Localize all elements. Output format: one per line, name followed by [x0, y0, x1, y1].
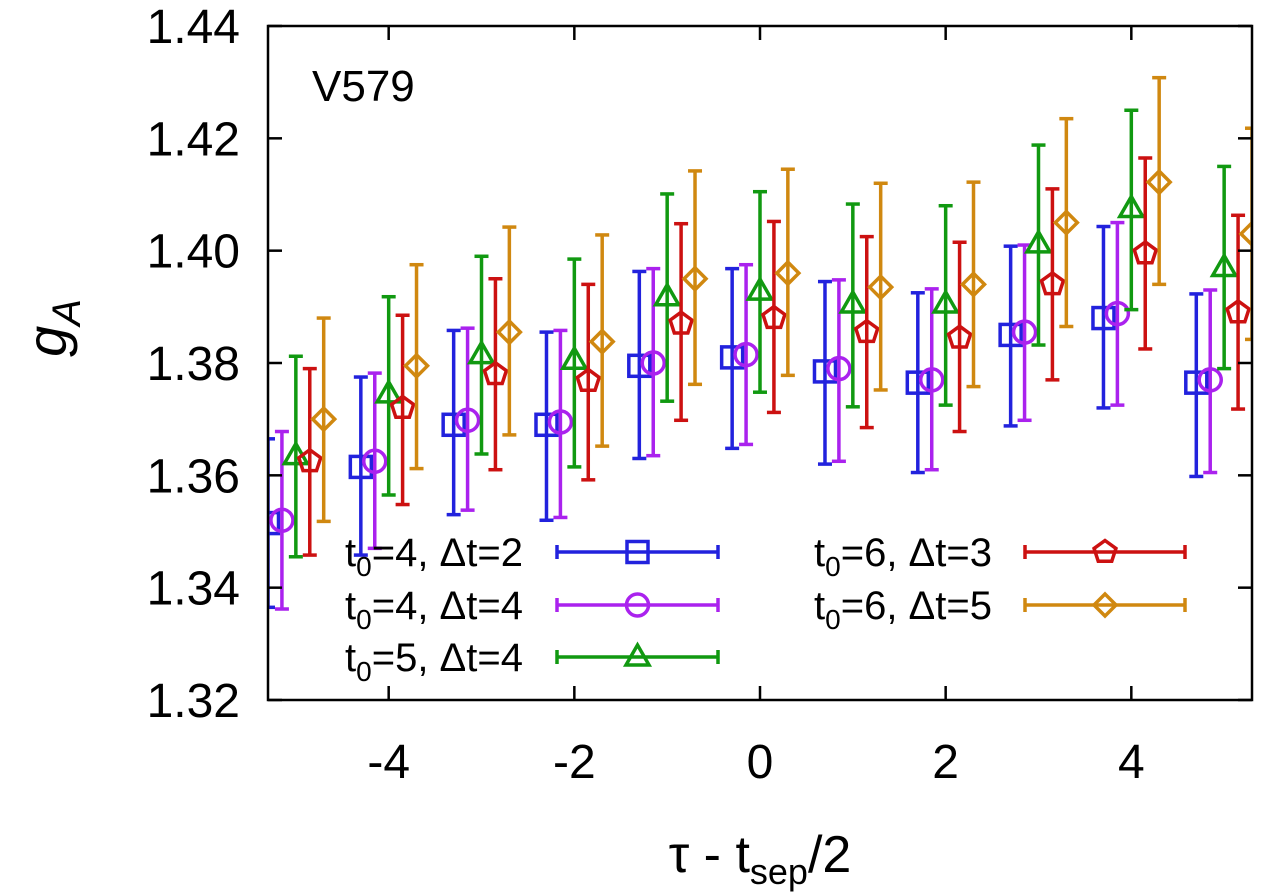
legend-label: t0=6, Δt=3: [814, 531, 992, 582]
data-point: [1225, 298, 1252, 324]
data-point: [745, 275, 775, 301]
data-point: [1197, 367, 1223, 393]
data-point: [946, 324, 973, 349]
data-point: [268, 510, 281, 536]
y-tick-label: 1.40: [147, 226, 240, 279]
data-point: [374, 378, 404, 404]
data-point: [1023, 228, 1054, 254]
legend-label: t0=6, Δt=5: [814, 584, 992, 635]
data-point: [482, 360, 509, 386]
data-point: [495, 318, 523, 346]
y-tick-label: 1.44: [147, 1, 240, 54]
data-point: [905, 370, 931, 395]
legend-marker: [622, 641, 653, 667]
legend-marker: [625, 539, 650, 565]
y-tick-label: 1.38: [147, 338, 240, 391]
data-point: [1104, 300, 1131, 327]
data-point: [362, 448, 388, 475]
data-point: [1145, 168, 1173, 196]
data-point: [627, 353, 652, 379]
y-tick-label: 1.32: [147, 675, 240, 728]
x-tick-label: 0: [747, 736, 774, 789]
data-point: [296, 447, 323, 473]
data-point: [534, 412, 559, 438]
data-point: [348, 454, 374, 480]
data-point: [441, 412, 466, 438]
legend-entry-3: t0=5, Δt=4: [345, 636, 720, 687]
data-point: [640, 350, 666, 376]
data-point: [403, 352, 431, 380]
data-point: [1039, 270, 1066, 296]
panel-annotation: V579: [312, 62, 415, 111]
legend-marker: [1091, 591, 1119, 619]
series-1: [268, 224, 1209, 610]
data-point: [681, 265, 709, 293]
data-point: [1052, 209, 1080, 237]
data-point: [719, 345, 745, 370]
data-point: [310, 405, 338, 433]
data-point: [733, 341, 759, 368]
y-tick-label: 1.34: [147, 563, 240, 616]
data-point: [1011, 319, 1038, 345]
data-point: [547, 409, 574, 435]
legend-marker: [624, 592, 651, 618]
x-axis-label: τ - tsep/2: [669, 826, 852, 892]
data-point: [960, 270, 987, 298]
data-point: [826, 355, 852, 382]
data-point: [1184, 370, 1209, 395]
legend-entry-2: t0=4, Δt=4: [345, 584, 720, 635]
data-point: [867, 273, 895, 301]
data-point: [575, 367, 602, 393]
series-2: [269, 220, 1223, 611]
legend-marker: [1092, 538, 1118, 564]
data-point: [931, 288, 961, 314]
data-point: [389, 394, 416, 419]
y-axis-label: gA: [15, 299, 89, 357]
data-point: [668, 310, 695, 335]
legend-label: t0=4, Δt=2: [345, 531, 523, 582]
series-5: [310, 75, 1252, 524]
data-point: [1116, 193, 1146, 219]
x-tick-label: 2: [932, 736, 959, 789]
data-point: [1091, 305, 1116, 331]
legend-entry-5: t0=6, Δt=5: [814, 584, 1187, 635]
data-point: [1132, 239, 1159, 265]
data-point: [454, 407, 481, 434]
data-point: [774, 259, 802, 287]
data-point: [838, 288, 868, 314]
legend-entry-4: t0=6, Δt=3: [814, 531, 1187, 582]
data-point: [269, 507, 295, 534]
y-tick-label: 1.42: [147, 113, 240, 166]
series-4: [296, 156, 1252, 557]
legend-label: t0=5, Δt=4: [345, 636, 523, 687]
data-point: [853, 318, 880, 344]
x-tick-label: -2: [553, 736, 596, 789]
legend-label: t0=4, Δt=4: [345, 584, 523, 635]
data-point: [466, 339, 497, 365]
legend: t0=4, Δt=2t0=4, Δt=4t0=5, Δt=4 t0=6, Δt=3…: [345, 531, 1187, 687]
data-point: [760, 304, 787, 330]
data-point: [918, 367, 945, 393]
data-point: [1209, 252, 1239, 278]
data-point: [998, 322, 1023, 348]
x-tick-label: -4: [367, 736, 410, 789]
data-point: [588, 328, 616, 356]
data-point: [812, 359, 838, 384]
series-3: [281, 108, 1239, 559]
data-point: [652, 281, 682, 307]
data-point: [559, 344, 589, 370]
y-tick-label: 1.36: [147, 450, 240, 503]
data-point: [1238, 220, 1252, 248]
axis-ticks: 1.32 1.34 1.36 1.38 1.40 1.42 1.44 -4 -2 0 2 4: [147, 1, 1252, 789]
legend-entry-1: t0=4, Δt=2: [345, 531, 720, 582]
x-tick-label: 4: [1118, 736, 1145, 789]
series-layer: [268, 75, 1252, 611]
